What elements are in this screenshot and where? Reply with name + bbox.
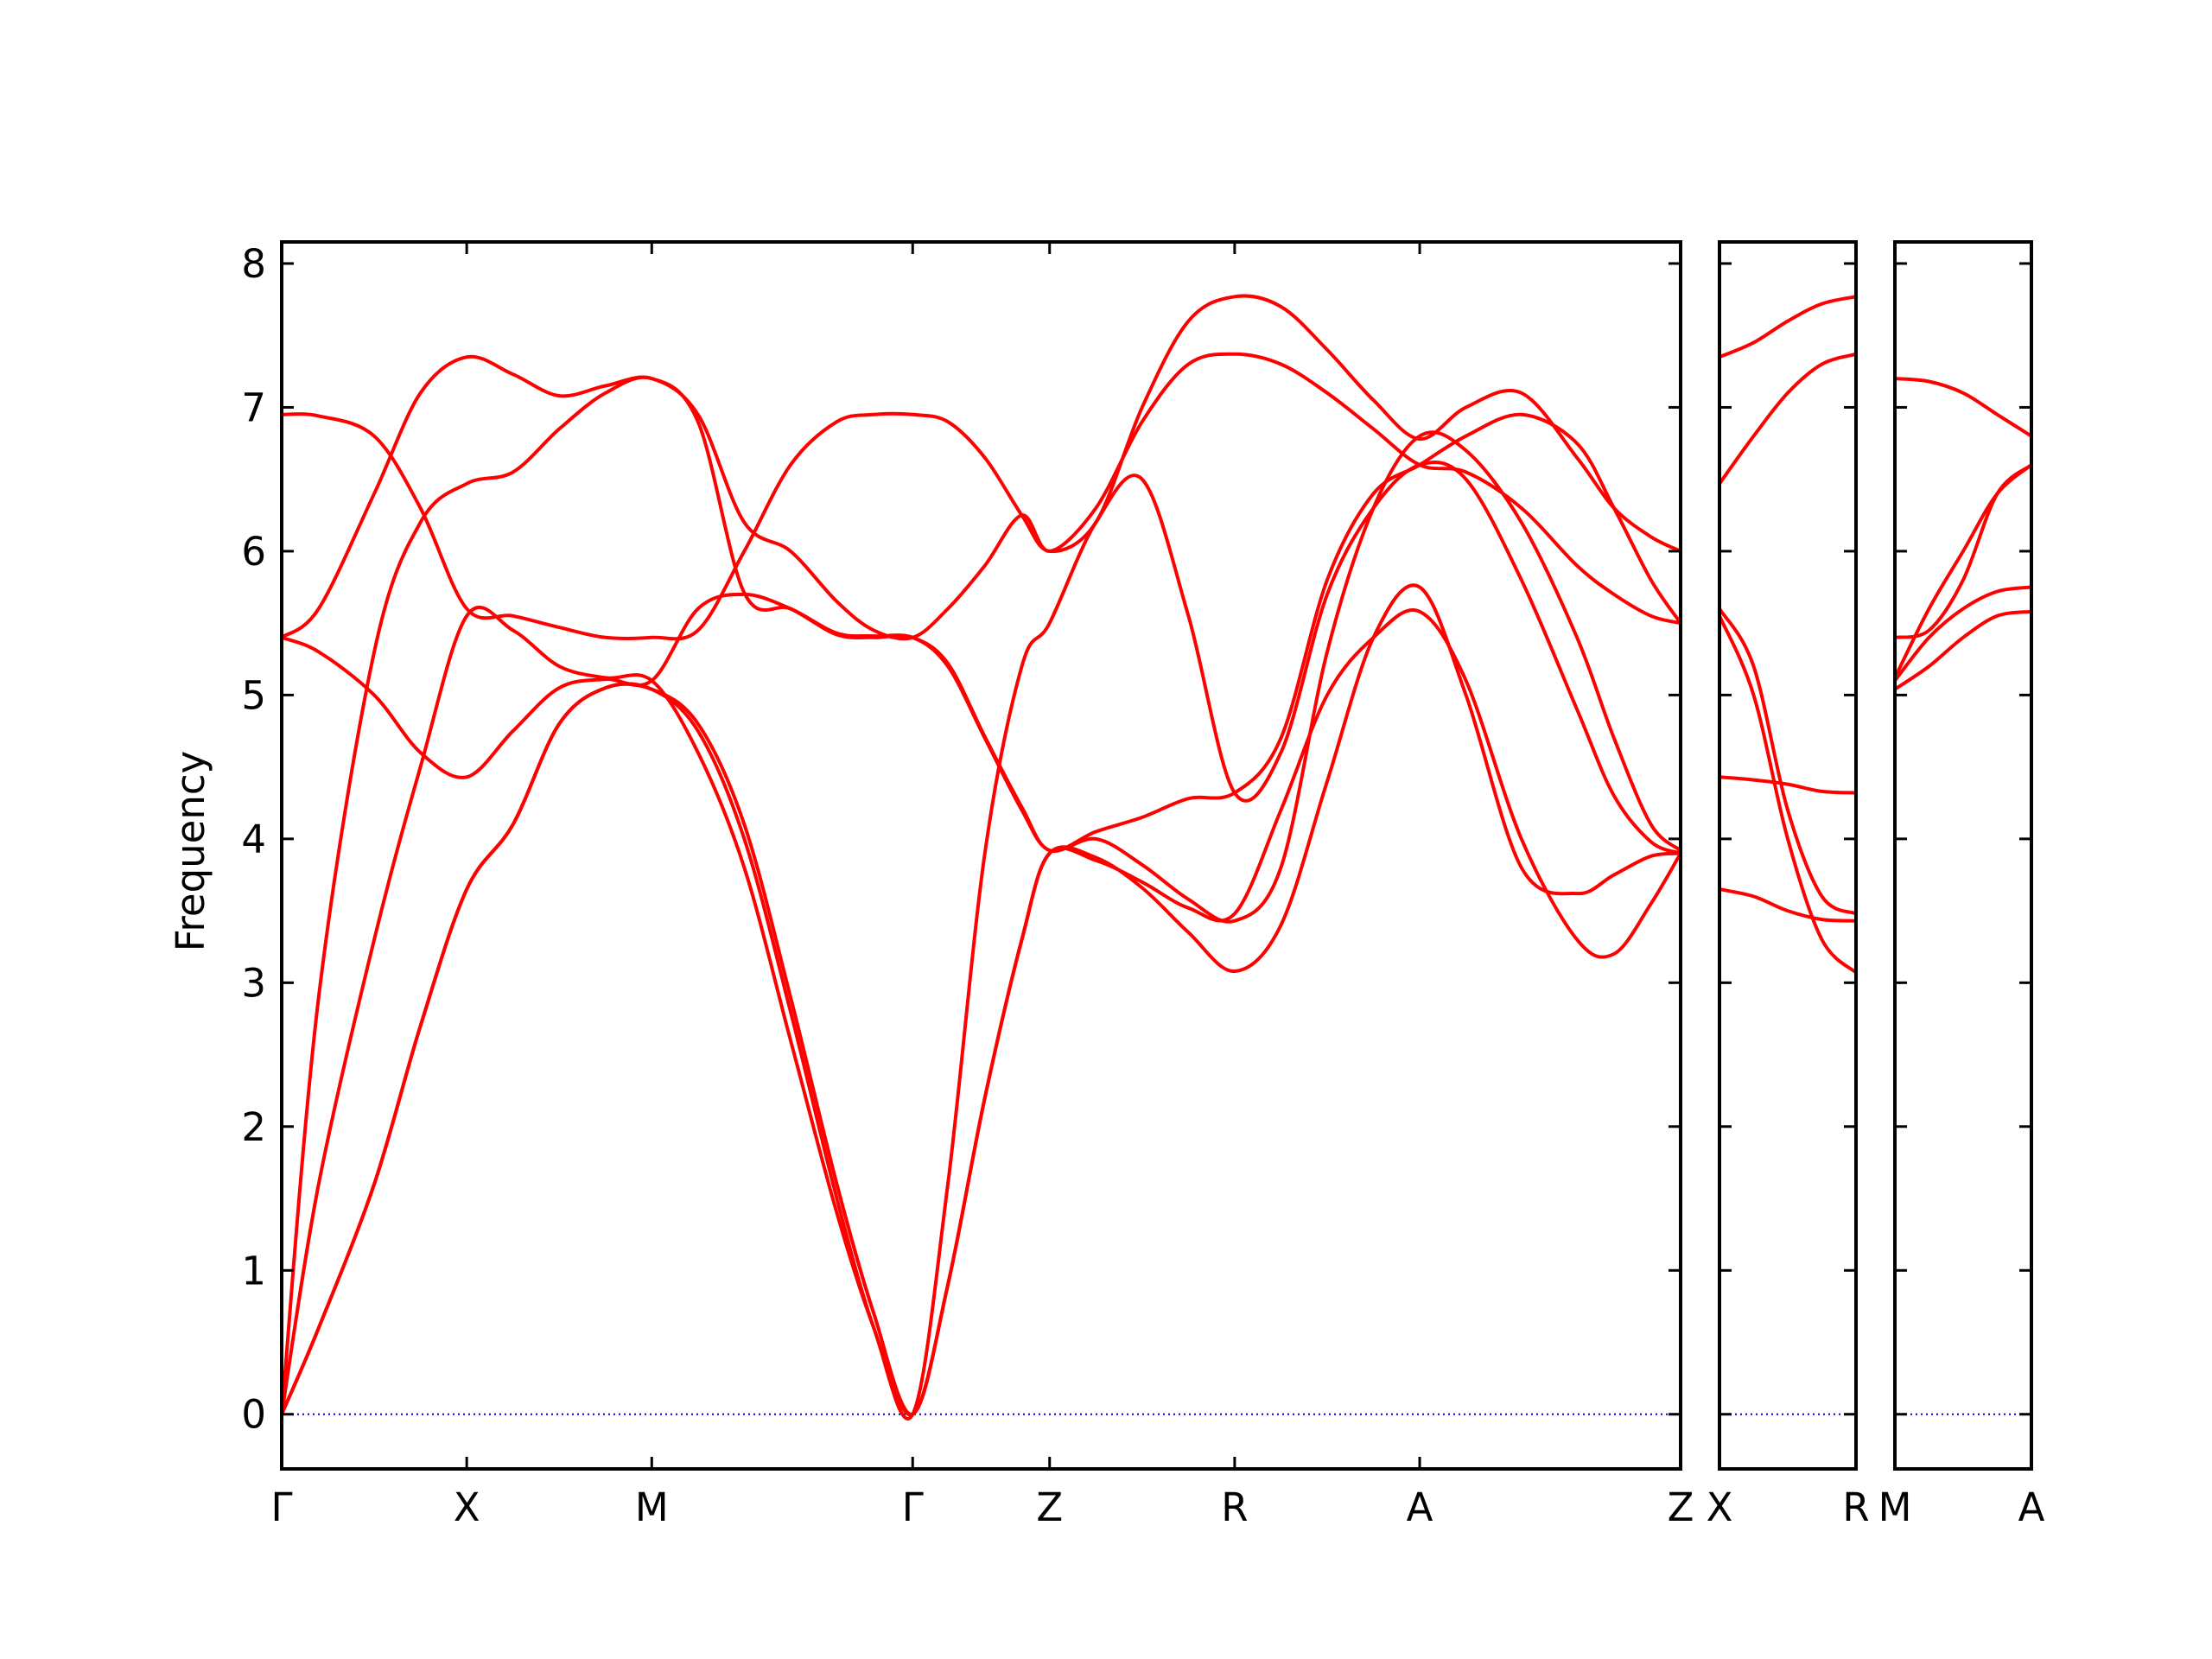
y-tick-label: 3	[241, 960, 266, 1006]
phonon-band-6	[1719, 295, 1856, 359]
phonon-band-7	[282, 294, 1681, 641]
plot-frame	[280, 240, 1682, 1471]
bands	[282, 294, 1681, 1421]
x-tick-label: A	[2018, 1484, 2045, 1530]
phonon-band-3	[1719, 613, 1856, 975]
bands	[1719, 295, 1856, 975]
x-tick-label: A	[1407, 1484, 1433, 1530]
phonon-band-2	[1895, 585, 2031, 683]
x-tick-label: Z	[1036, 1484, 1063, 1530]
plot-frame	[1718, 240, 1858, 1471]
phonon-band-5	[1895, 377, 2031, 438]
y-tick-label: 4	[241, 817, 266, 862]
phonon-band-3	[282, 460, 1681, 1421]
x-tick-label: M	[1878, 1484, 1912, 1530]
y-axis-label: Frequency	[168, 751, 213, 951]
y-tick-label: 0	[241, 1392, 266, 1438]
y-tick-label: 6	[241, 529, 266, 575]
x-tick-label: X	[454, 1484, 480, 1530]
x-tick-label: R	[1221, 1484, 1248, 1530]
y-tick-label: 5	[241, 672, 266, 718]
phonon-band-2	[282, 583, 1681, 1416]
phonon-band-3	[1895, 463, 2031, 680]
plot-frame	[1893, 240, 2033, 1471]
x-tick-label: X	[1707, 1484, 1733, 1530]
panel-1: 0 1 2 3 4 5 6 7 8 Γ X M Γ Z R A Z	[241, 240, 1694, 1530]
phonon-band-2	[1719, 775, 1856, 795]
phonon-band-4	[1895, 463, 2031, 639]
y-tick-label: 8	[241, 241, 266, 287]
y-tick-label: 7	[241, 385, 266, 430]
x-tick-label: Γ	[270, 1484, 292, 1530]
phonon-band-5	[1719, 352, 1856, 486]
y-tick-label: 2	[241, 1104, 266, 1150]
phonon-band-1	[1895, 609, 2031, 691]
x-tick-label: M	[635, 1484, 669, 1530]
x-tick-label: Γ	[902, 1484, 924, 1530]
phonon-band-6	[282, 352, 1681, 641]
phonon-band-4	[1719, 607, 1856, 916]
phonon-band-1	[1719, 887, 1856, 923]
x-tick-label: Z	[1668, 1484, 1694, 1530]
y-tick-label: 1	[241, 1248, 266, 1294]
x-tick-label: R	[1842, 1484, 1869, 1530]
bands	[1895, 377, 2031, 691]
phonon-band-5	[282, 412, 1681, 853]
